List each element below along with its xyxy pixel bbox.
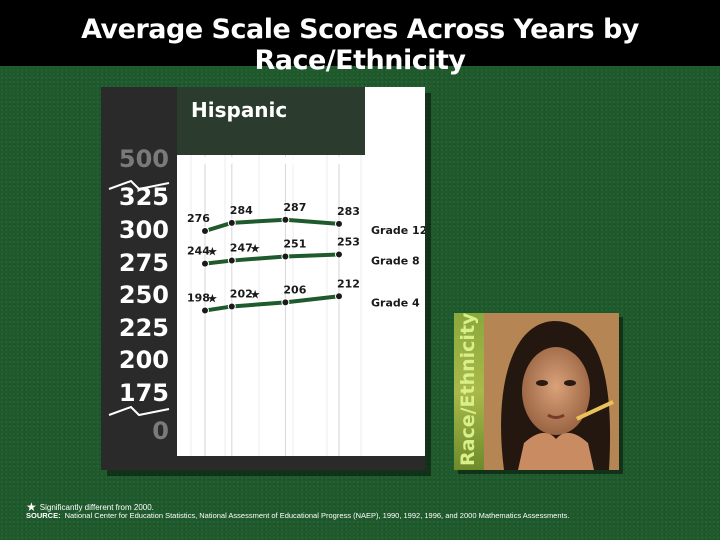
data-label: 198 — [187, 292, 210, 305]
data-point — [201, 306, 209, 315]
data-point — [281, 215, 290, 224]
chart-bottom-bar — [101, 456, 425, 470]
data-point — [227, 302, 236, 311]
scores-chart: Hispanic'90'92'96'0050032530027525022520… — [101, 87, 425, 470]
y-axis-panel — [101, 87, 177, 456]
significance-star-icon: ★ — [207, 292, 218, 306]
significance-footnote: ★ Significantly different from 2000. — [26, 500, 154, 514]
y-tick-label-5: 225 — [119, 314, 169, 342]
y-tick-label-8: 0 — [152, 417, 169, 445]
x-tick-label-3: '00 — [329, 154, 349, 168]
series-label-2: Grade 8 — [371, 254, 420, 267]
data-point — [201, 259, 209, 268]
star-icon: ★ — [26, 500, 37, 514]
chart-title: Hispanic — [191, 98, 287, 122]
data-label: 287 — [283, 201, 306, 214]
series-line-3 — [204, 294, 340, 313]
x-tick-label-1: '92 — [222, 154, 242, 168]
chart-header — [177, 87, 365, 155]
y-tick-label-0: 500 — [119, 145, 169, 173]
axis-break-bottom — [108, 405, 170, 417]
data-label: 284 — [230, 204, 253, 217]
source-note: SOURCE: National Center for Education Sta… — [26, 511, 569, 520]
x-tick-label-0: '90 — [195, 154, 215, 168]
chart-panel: Hispanic '90'92'96'00 500 325 300 275 250 225 20… — [101, 87, 425, 470]
title-bar: Average Scale Scores Across Years by Rac… — [0, 0, 720, 76]
y-tick-label-6: 200 — [119, 346, 169, 374]
data-label: 276 — [187, 212, 210, 225]
data-label: 247 — [230, 242, 253, 255]
data-label: 283 — [337, 205, 360, 218]
axis-break-top — [108, 179, 170, 191]
series-line-1 — [204, 217, 340, 233]
series-label-1: Grade 12 — [371, 224, 425, 237]
data-point — [201, 226, 209, 235]
y-tick-label-4: 250 — [119, 281, 169, 309]
data-label: 202 — [230, 287, 253, 300]
significance-star-icon: ★ — [250, 242, 261, 256]
slide-title: Average Scale Scores Across Years by Rac… — [81, 14, 639, 76]
x-tick-label-2: '96 — [275, 154, 295, 168]
student-portrait-image — [484, 313, 619, 470]
data-point — [335, 250, 343, 259]
photo-label: Race/Ethnicity — [457, 313, 479, 466]
data-label: 212 — [337, 277, 360, 290]
y-tick-label-2: 300 — [119, 216, 169, 244]
significance-star-icon: ★ — [250, 287, 261, 301]
data-label: 253 — [337, 235, 360, 248]
series-line-2 — [204, 252, 340, 266]
footnote-text: Significantly different from 2000. — [39, 503, 154, 512]
data-point — [335, 292, 343, 301]
data-point — [227, 256, 236, 265]
plot-area — [177, 155, 365, 456]
data-point — [281, 252, 290, 261]
y-tick-label-7: 175 — [119, 379, 169, 407]
source-label: SOURCE: — [26, 511, 61, 520]
source-text: National Center for Education Statistics… — [64, 511, 570, 520]
photo-label-strip: Race/Ethnicity — [454, 313, 484, 470]
photo-card: Race/Ethnicity — [454, 313, 619, 470]
data-point — [335, 219, 343, 228]
data-label: 251 — [283, 237, 306, 250]
data-point — [227, 218, 236, 227]
y-tick-label-3: 275 — [119, 249, 169, 277]
data-label: 244 — [187, 245, 210, 258]
series-label-3: Grade 4 — [371, 296, 420, 309]
significance-star-icon: ★ — [207, 245, 218, 259]
data-point — [281, 298, 290, 307]
data-label: 206 — [283, 283, 306, 296]
